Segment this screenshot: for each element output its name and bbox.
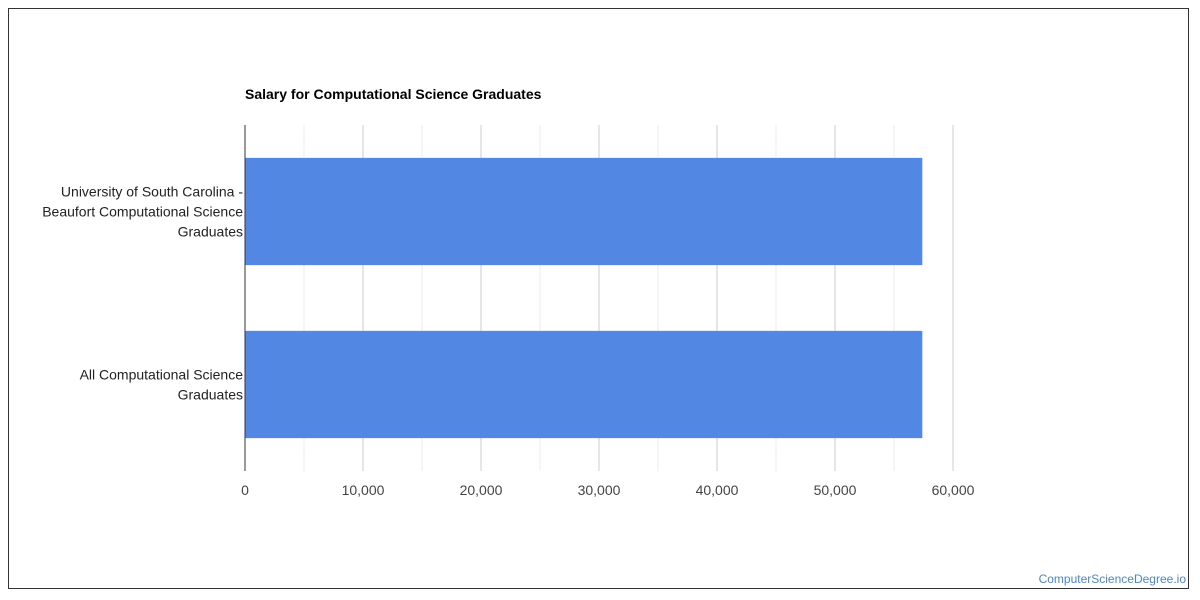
x-tick-label: 60,000 [932,482,975,498]
bar-0 [245,157,923,266]
category-label-1: All Computational Science Graduates [80,367,244,403]
category-label-line: Beaufort Computational Science [42,204,243,220]
category-label-line: All Computational Science [80,367,244,383]
x-tick-label: 40,000 [696,482,739,498]
x-tick-label: 50,000 [814,482,857,498]
category-label-line: Graduates [178,224,243,240]
x-tick-label: 30,000 [578,482,621,498]
chart-title: Salary for Computational Science Graduat… [245,86,542,102]
tick-labels: 0 10,000 20,000 30,000 40,000 50,000 60,000 [241,482,975,498]
x-tick-label: 20,000 [460,482,503,498]
category-label-line: University of South Carolina - [61,184,243,200]
x-tick-label: 0 [241,482,249,498]
category-label-0: University of South Carolina - Beaufort C… [42,184,243,240]
category-label-line: Graduates [178,387,243,403]
category-labels: University of South Carolina - Beaufort C… [42,184,243,403]
bars [245,157,923,439]
watermark-text: ComputerScienceDegree.io [1038,572,1186,586]
x-tick-label: 10,000 [342,482,385,498]
bar-1 [245,330,923,439]
